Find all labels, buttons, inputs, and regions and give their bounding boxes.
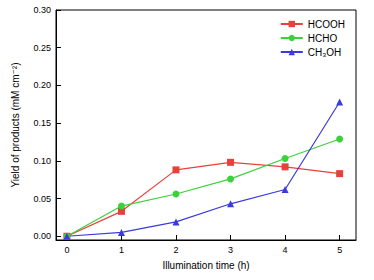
svg-text:HCOOH: HCOOH [308, 19, 345, 30]
svg-text:4: 4 [283, 245, 288, 255]
svg-text:CH₃OH: CH₃OH [308, 47, 342, 58]
svg-text:HCHO: HCHO [308, 33, 338, 44]
svg-text:0.20: 0.20 [33, 80, 51, 90]
svg-text:3: 3 [228, 245, 233, 255]
svg-text:Yield of products (mM cm⁻²): Yield of products (mM cm⁻²) [10, 63, 21, 188]
svg-text:Illumination time (h): Illumination time (h) [162, 260, 249, 271]
svg-text:5: 5 [337, 245, 342, 255]
svg-text:0.15: 0.15 [33, 118, 51, 128]
svg-text:0.00: 0.00 [33, 231, 51, 241]
svg-text:2: 2 [173, 245, 178, 255]
svg-text:0.10: 0.10 [33, 156, 51, 166]
svg-text:0.05: 0.05 [33, 194, 51, 204]
svg-text:1: 1 [119, 245, 124, 255]
svg-text:0.25: 0.25 [33, 43, 51, 53]
svg-text:0: 0 [64, 245, 69, 255]
svg-text:0.30: 0.30 [33, 5, 51, 15]
